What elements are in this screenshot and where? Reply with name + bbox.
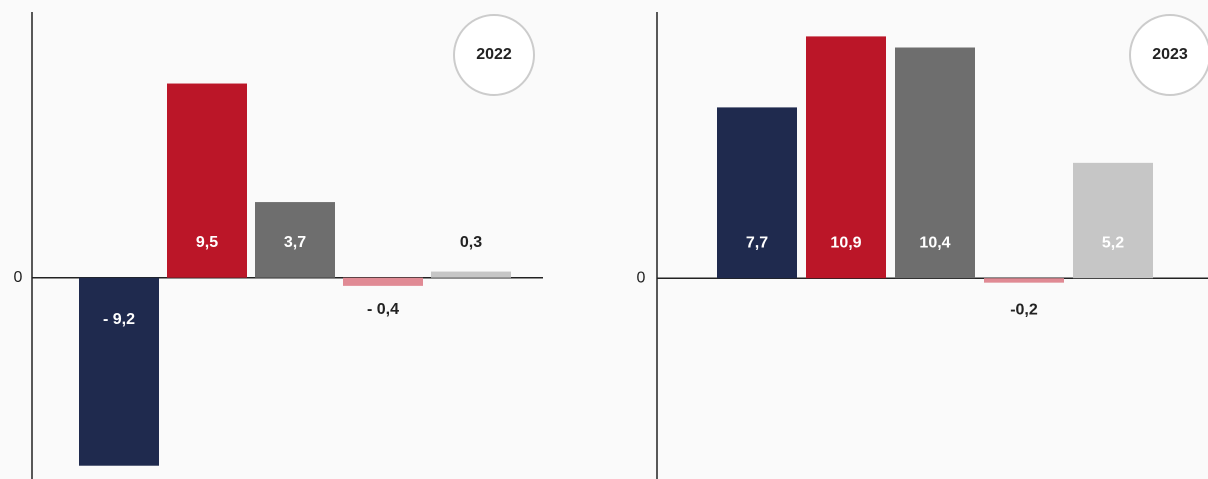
bar — [79, 278, 159, 466]
value-label: 5,2 — [1102, 234, 1124, 251]
year-label: 2022 — [476, 46, 512, 63]
value-label: - 0,4 — [367, 301, 399, 318]
chart: 0 2022 - 9,2 9,5 3,7 - 0,4 0,3 0 2023 7,7 10,9 10,4… — [0, 0, 1208, 479]
value-label: -0,2 — [1010, 301, 1038, 318]
y-tick-label: 0 — [637, 269, 646, 286]
bar — [431, 272, 511, 278]
value-label: - 9,2 — [103, 311, 135, 328]
value-label: 3,7 — [284, 234, 306, 251]
year-label: 2023 — [1152, 46, 1188, 63]
y-tick-label: 0 — [14, 269, 23, 286]
page: 0 2022 - 9,2 9,5 3,7 - 0,4 0,3 0 2023 7,7 10,9 10,4… — [0, 0, 1208, 479]
bar — [717, 107, 797, 278]
bar — [1073, 163, 1153, 278]
value-label: 9,5 — [196, 234, 218, 251]
value-label: 10,4 — [919, 234, 950, 251]
value-label: 0,3 — [460, 234, 482, 251]
value-label: 10,9 — [830, 234, 861, 251]
bar — [343, 278, 423, 286]
bar — [984, 278, 1064, 282]
value-label: 7,7 — [746, 234, 768, 251]
